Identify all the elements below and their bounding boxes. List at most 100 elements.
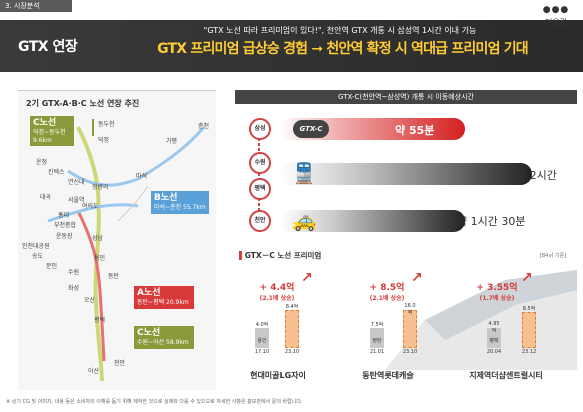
map-label: 킨텍스 <box>48 169 65 176</box>
map-label: 평택 <box>94 317 106 324</box>
map-label: 문인 <box>46 263 58 270</box>
car-time-bar <box>280 210 465 232</box>
section-tag: 3. 시장분석 <box>0 0 72 12</box>
map-label: 동탄 <box>108 273 120 280</box>
route-card-name: C노선 <box>33 118 57 128</box>
page-title: GTX 연장 <box>18 39 78 55</box>
premium-note: [84㎡ 기준] <box>540 253 567 259</box>
map-label: 부천종합 <box>54 222 77 229</box>
train-icon: 🚆 <box>291 161 317 185</box>
map-label: 수원 <box>68 269 80 276</box>
route-card-desc: 마석~춘천 55.7km <box>154 204 206 212</box>
gtx-route-map: 2기 GTX-A·B·C 노선 연장 추진 동두천 덕정 춘천 가평 운정 킨텍… <box>18 90 216 390</box>
price-after-date: 23.12 <box>521 349 537 355</box>
route-card-name: C노선 <box>137 328 161 338</box>
map-label: 성남 <box>92 235 104 242</box>
map-label: 춘천 <box>198 123 210 130</box>
route-card-desc: 덕정~동두천 9.6km <box>33 129 66 144</box>
premium-ratio: (2.1배 상승) <box>369 295 405 302</box>
gtx-logo-icon: GTX-C <box>293 120 329 138</box>
map-label: 대곡 <box>40 194 52 201</box>
train-time-bar <box>280 163 532 185</box>
price-after-date: 23.10 <box>284 349 300 355</box>
route-card-c-south: C노선 수원~아산 58.9km <box>134 326 194 349</box>
price-before-value: 4.95억 <box>488 321 500 334</box>
train-time-label: 약 2시간 <box>516 169 557 182</box>
map-label: 운동장 <box>56 233 73 240</box>
map-label: 청량리 <box>92 184 109 191</box>
map-label: 인천대공원 <box>22 243 50 250</box>
price-after-bar <box>522 312 536 348</box>
price-mid-label: 정탄 <box>372 338 382 344</box>
header-subtitle: "GTX 노선 따라 프리미엄이 있다!", 천안역 GTX 개통 시 삼성역 … <box>203 26 477 35</box>
route-card-b: B노선 마석~춘천 55.7km <box>151 191 209 214</box>
header-banner: GTX 연장 "GTX 노선 따라 프리미엄이 있다!", 천안역 GTX 개통… <box>0 20 583 72</box>
map-label: 화성 <box>68 285 80 292</box>
route-card-name: A노선 <box>137 288 161 298</box>
price-before-date: 21.01 <box>369 349 385 355</box>
premium-gain: + 4.4억 (2.1배 상승) <box>243 280 311 302</box>
price-before-value: 7.5억 <box>370 322 384 328</box>
car-time-label: 약 1시간 30분 <box>457 215 526 228</box>
premium-gain: + 8.5억 (2.1배 상승) <box>353 280 421 302</box>
map-label: 마석 <box>136 173 148 180</box>
complex-name: 동탄역롯데캐슬 <box>362 371 414 380</box>
route-card-c-north: C노선 덕정~동두천 9.6km <box>30 116 74 147</box>
brand-logo: ●●● 어울림 <box>534 5 578 35</box>
map-label: 가평 <box>166 138 178 145</box>
price-after-bar <box>285 310 299 348</box>
map-label: 여의도 <box>82 203 99 210</box>
map-label: 서울역 <box>68 197 85 204</box>
route-card-desc: 동탄~평택 20.9km <box>137 299 189 307</box>
map-label: 아산 <box>88 368 100 375</box>
premium-gain-value: + 4.4억 <box>259 283 295 293</box>
gtx-time-label: 약 55분 <box>395 124 435 137</box>
price-after-value: 8.4억 <box>285 304 299 310</box>
price-before-value: 4.0억 <box>255 322 269 328</box>
station-pyeongtaek: 평택 <box>249 178 271 200</box>
price-after-value: 16.0억 <box>404 303 416 316</box>
price-before-bar <box>487 328 501 348</box>
station-samseong: 삼성 <box>249 118 271 140</box>
premium-ratio: (1.7배 상승) <box>479 295 515 302</box>
station-cheonan: 천안 <box>249 210 271 232</box>
map-label: 천안 <box>114 360 126 367</box>
up-arrow-icon: ↗ <box>521 270 533 286</box>
map-title: 2기 GTX-A·B·C 노선 연장 추진 <box>26 99 140 108</box>
price-mid-label: 용인 <box>257 338 267 344</box>
price-after-value: 8.5억 <box>522 306 536 312</box>
price-after-bar <box>403 310 417 348</box>
map-label: 덕정 <box>98 137 110 144</box>
premium-title: ▌GTX－C 노선 프리미엄 <box>239 251 322 260</box>
price-mid-label: 평택 <box>489 338 499 344</box>
map-label: 연신내 <box>68 179 85 186</box>
route-card-a: A노선 동탄~평택 20.9km <box>134 286 194 309</box>
complex-name: 지제역더샵센트럴시티 <box>469 371 543 380</box>
footnote: ※ 상기 CG 및 이미지, 내용 등은 소비자의 이해를 돕기 위해 제작한 … <box>6 399 303 405</box>
logo-dots-icon: ●●● <box>542 5 570 15</box>
price-before-bar <box>370 328 384 348</box>
complex-name: 현대미골LG자이 <box>250 371 306 380</box>
map-label: 운정 <box>36 159 48 166</box>
map-label: 동두천 <box>98 121 115 128</box>
premium-gain-value: + 8.5억 <box>369 283 405 293</box>
premium-ratio: (2.1배 상승) <box>259 295 295 302</box>
price-before-bar <box>255 328 269 348</box>
map-label: 오산 <box>84 297 96 304</box>
map-label: 홍대 <box>58 212 70 219</box>
logo-name: 어울림 <box>544 18 568 27</box>
premium-title-text: GTX－C 노선 프리미엄 <box>244 251 322 260</box>
station-connector <box>258 128 260 223</box>
price-before-date: 20.04 <box>486 349 502 355</box>
premium-gain-value: + 3.55억 <box>476 283 518 293</box>
route-lines-graphic <box>47 119 206 382</box>
premium-gain: + 3.55억 (1.7배 상승) <box>463 280 531 302</box>
map-label: 용인 <box>94 255 106 262</box>
station-suwon: 수원 <box>249 152 271 174</box>
header-headline: GTX 프리미엄 급상승 경험 ➞ 천안역 확정 시 역대급 프리미엄 기대 <box>157 41 529 57</box>
travel-title: GTX-C(천안역~삼성역) 개통 시 이동예상시간 <box>235 90 577 104</box>
up-arrow-icon: ↗ <box>411 270 423 286</box>
route-card-desc: 수원~아산 58.9km <box>137 339 189 347</box>
travel-time-panel: GTX-C(천안역~삼성역) 개통 시 이동예상시간 삼성 GTX-C 약 55… <box>235 90 577 390</box>
